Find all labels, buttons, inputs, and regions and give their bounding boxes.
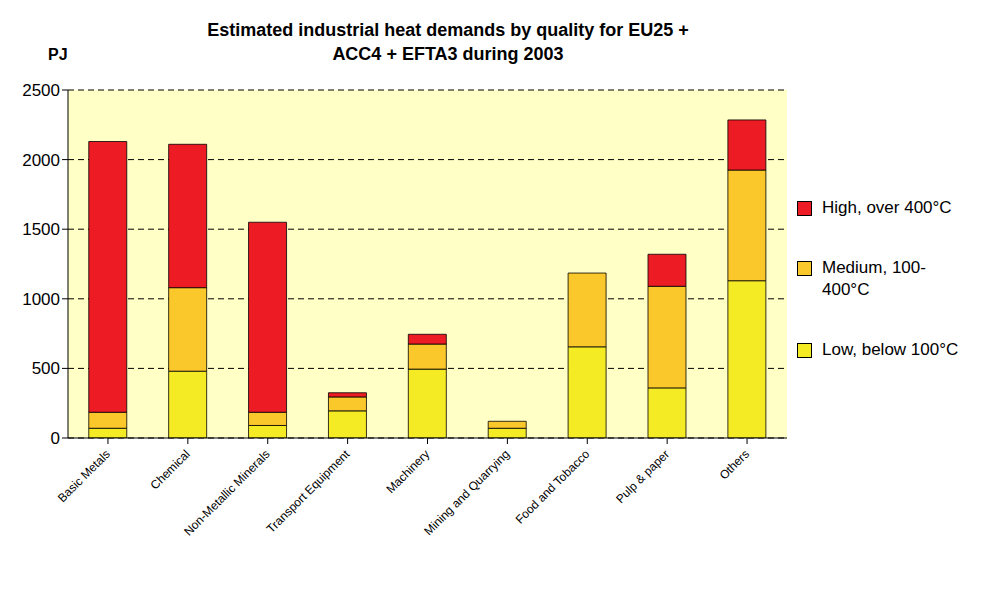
svg-text:Transport Equipment: Transport Equipment [264,447,353,536]
svg-text:2500: 2500 [22,81,60,100]
svg-text:1500: 1500 [22,220,60,239]
svg-text:0: 0 [51,429,60,448]
svg-text:1000: 1000 [22,290,60,309]
svg-text:Pulp & paper: Pulp & paper [613,447,672,506]
html-text:Low, below 100°C: Low, below 100°C [822,340,959,359]
svg-text:Non-Metallic Minerals: Non-Metallic Minerals [181,447,272,538]
svg-text:Mining and Quarrying: Mining and Quarrying [421,447,512,538]
svg-text:Others: Others [717,447,752,482]
svg-text:Food and Tobacco: Food and Tobacco [513,447,593,527]
svg-text:Machinery: Machinery [383,447,432,496]
html-text:Medium, 100-400°C: Medium, 100-400°C [822,258,926,299]
svg-text:Basic Metals: Basic Metals [55,447,113,505]
html-text:Estimated industrial heat dema: Estimated industrial heat demands by qua… [207,20,689,64]
html-text:High, over 400°C: High, over 400°C [822,198,952,217]
svg-text:500: 500 [32,359,60,378]
svg-text:Chemical: Chemical [148,447,193,492]
html-text:PJ: PJ [48,46,68,63]
svg-text:2000: 2000 [22,151,60,170]
